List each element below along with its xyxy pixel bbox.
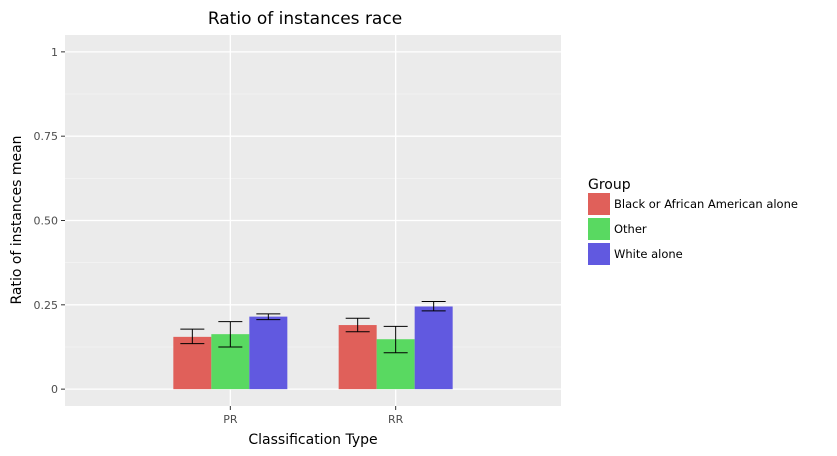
y-tick-label: 1	[51, 46, 58, 59]
legend: Group Black or African American alone Oth…	[588, 177, 798, 265]
legend-key	[588, 218, 610, 240]
legend-title: Group	[588, 177, 631, 193]
bar	[414, 306, 453, 390]
x-tick-label: RR	[388, 413, 404, 426]
legend-label: Other	[614, 222, 647, 236]
bar	[173, 336, 212, 390]
legend-label: Black or African American alone	[614, 197, 798, 211]
y-axis: 0 0.25 0.50 0.75 1	[34, 46, 65, 396]
bar	[338, 325, 377, 390]
legend-key	[588, 193, 610, 215]
legend-label: White alone	[614, 247, 683, 261]
minor-gridlines	[65, 93, 561, 348]
legend-key	[588, 243, 610, 265]
bars	[173, 306, 453, 390]
y-tick-label: 0.25	[34, 299, 59, 312]
bar	[249, 316, 288, 390]
y-tick-label: 0.50	[34, 215, 59, 228]
y-tick-label: 0.75	[34, 130, 59, 143]
chart-title: Ratio of instances race	[208, 9, 402, 29]
y-tick-label: 0	[51, 383, 58, 396]
x-axis: PR RR	[223, 406, 404, 426]
error-bars	[180, 300, 446, 354]
x-axis-title: Classification Type	[248, 432, 377, 448]
x-tick-label: PR	[223, 413, 238, 426]
y-axis-title: Ratio of instances mean	[9, 135, 25, 304]
